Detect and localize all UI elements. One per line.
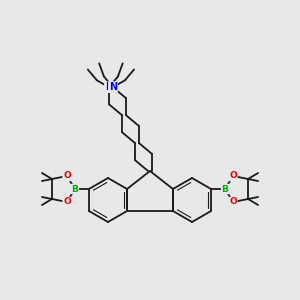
Text: N: N [105,82,113,92]
Text: O: O [63,172,71,181]
Text: O: O [63,197,71,206]
Text: O: O [229,172,237,181]
Text: B: B [71,184,78,194]
Text: B: B [222,184,229,194]
Text: N: N [109,82,117,92]
Text: O: O [229,197,237,206]
